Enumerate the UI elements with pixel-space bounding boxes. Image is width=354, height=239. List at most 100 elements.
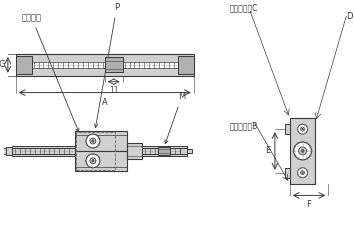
Circle shape [302, 167, 303, 168]
Circle shape [96, 166, 97, 168]
Circle shape [306, 126, 307, 127]
Bar [16, 54, 194, 76]
Circle shape [86, 134, 100, 148]
Circle shape [98, 157, 99, 158]
Bar [2, 148, 6, 154]
Circle shape [85, 160, 87, 162]
Bar [187, 149, 192, 153]
Bar [12, 146, 187, 156]
Circle shape [301, 127, 304, 131]
Circle shape [309, 154, 311, 156]
Bar [285, 168, 290, 178]
Bar [290, 118, 315, 184]
Circle shape [301, 149, 304, 152]
Bar [158, 147, 170, 155]
Circle shape [86, 144, 87, 145]
Text: M: M [165, 92, 185, 143]
Circle shape [306, 175, 307, 176]
Circle shape [90, 158, 96, 164]
Circle shape [306, 142, 308, 144]
Circle shape [298, 124, 308, 134]
Circle shape [302, 172, 303, 174]
Text: D: D [346, 12, 353, 22]
Circle shape [298, 168, 308, 178]
Circle shape [294, 154, 296, 156]
Text: 六觓穴忣込C: 六觓穴忣込C [229, 4, 258, 13]
Circle shape [86, 154, 100, 168]
Circle shape [89, 166, 90, 168]
Circle shape [98, 137, 99, 138]
Circle shape [92, 147, 93, 149]
Circle shape [302, 177, 303, 178]
Circle shape [306, 170, 307, 171]
Circle shape [299, 124, 301, 125]
Circle shape [299, 176, 301, 177]
Circle shape [307, 172, 308, 173]
Circle shape [304, 133, 306, 134]
Circle shape [99, 140, 101, 142]
Circle shape [293, 150, 295, 152]
Circle shape [304, 176, 306, 177]
Circle shape [92, 160, 94, 162]
Circle shape [297, 158, 299, 159]
Text: 11: 11 [109, 86, 119, 95]
Text: 六觓穴忣込B: 六觓穴忣込B [229, 121, 258, 130]
Bar [178, 56, 194, 74]
Circle shape [86, 137, 87, 138]
Circle shape [294, 142, 312, 160]
Bar [180, 148, 187, 154]
Circle shape [298, 175, 299, 176]
Bar [142, 148, 180, 154]
Circle shape [99, 160, 101, 162]
Circle shape [299, 133, 301, 134]
Circle shape [96, 154, 97, 156]
Circle shape [294, 146, 296, 147]
Circle shape [306, 131, 307, 132]
Text: A: A [102, 98, 108, 107]
Circle shape [302, 128, 303, 130]
Circle shape [302, 124, 303, 125]
Bar [126, 143, 142, 159]
Bar [6, 147, 12, 155]
Text: E: E [266, 147, 270, 155]
Bar [16, 56, 32, 74]
Circle shape [297, 142, 299, 144]
Circle shape [92, 133, 93, 135]
Circle shape [98, 163, 99, 165]
Circle shape [92, 153, 93, 155]
Text: テーブル: テーブル [22, 13, 79, 132]
Text: G: G [0, 60, 5, 69]
Bar [12, 148, 75, 154]
Circle shape [304, 168, 306, 169]
Text: F: F [307, 200, 312, 209]
Circle shape [92, 167, 93, 168]
Circle shape [302, 134, 303, 135]
Bar [75, 131, 126, 151]
Bar [16, 62, 194, 68]
Bar [76, 132, 115, 170]
Circle shape [299, 168, 301, 169]
Bar [285, 124, 290, 134]
Circle shape [98, 144, 99, 145]
Text: P: P [95, 3, 119, 127]
Circle shape [89, 146, 90, 148]
Circle shape [302, 159, 303, 161]
Circle shape [96, 134, 97, 136]
Circle shape [96, 146, 97, 148]
Circle shape [86, 157, 87, 158]
Bar [105, 57, 122, 72]
Circle shape [297, 129, 298, 130]
Circle shape [89, 154, 90, 156]
Circle shape [299, 147, 307, 155]
Circle shape [307, 129, 308, 130]
Circle shape [89, 134, 90, 136]
Circle shape [86, 163, 87, 165]
Circle shape [298, 170, 299, 171]
Circle shape [309, 146, 311, 147]
Circle shape [85, 140, 87, 142]
Circle shape [298, 131, 299, 132]
Circle shape [297, 172, 298, 173]
Circle shape [301, 171, 304, 175]
Bar [75, 151, 126, 171]
Circle shape [90, 138, 96, 144]
